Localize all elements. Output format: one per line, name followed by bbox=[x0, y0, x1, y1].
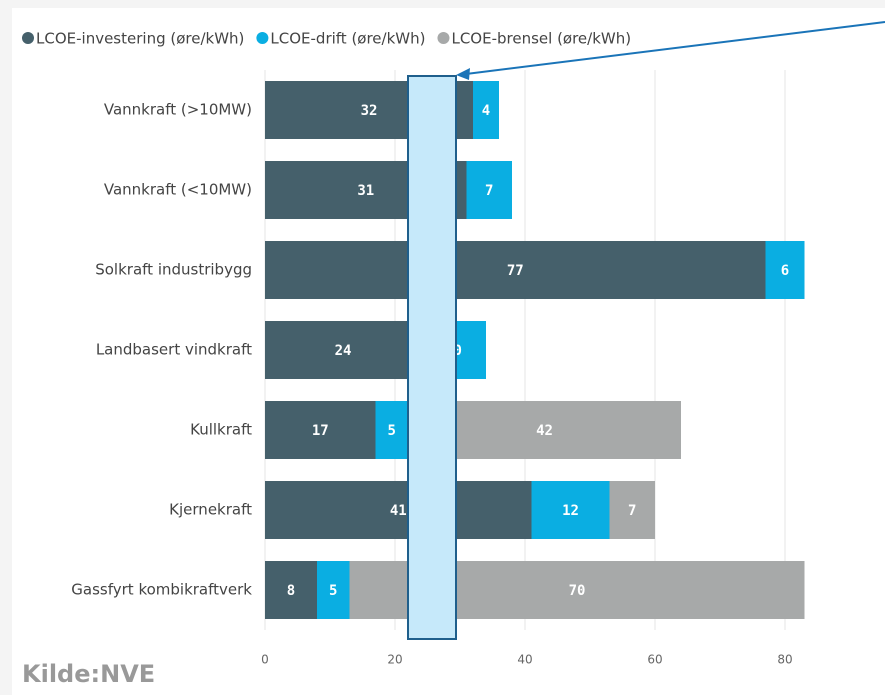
overlay bbox=[407, 21, 885, 640]
value-label: 7 bbox=[628, 503, 636, 519]
value-label: 70 bbox=[569, 583, 586, 599]
bar-segment bbox=[765, 241, 805, 299]
bar-segment bbox=[473, 81, 499, 139]
bar-segment bbox=[317, 561, 350, 619]
legend-swatch bbox=[256, 32, 269, 44]
x-tick-label: 0 bbox=[261, 653, 269, 667]
value-label: 8 bbox=[287, 583, 295, 599]
value-label: 6 bbox=[781, 263, 789, 279]
legend-label: LCOE-brensel (øre/kWh) bbox=[451, 30, 631, 48]
bar-segment bbox=[265, 481, 532, 539]
x-tick-label: 60 bbox=[647, 653, 662, 667]
legend-label: LCOE-investering (øre/kWh) bbox=[36, 30, 244, 48]
bar-segment bbox=[609, 481, 655, 539]
value-label: 5 bbox=[388, 423, 396, 439]
legend-label: LCOE-drift (øre/kWh) bbox=[270, 30, 425, 48]
bar-segment bbox=[265, 401, 376, 459]
value-label: 7 bbox=[485, 183, 493, 199]
arrow-head bbox=[456, 68, 470, 80]
bar-segment bbox=[265, 321, 421, 379]
source: Kilde:NVE bbox=[22, 660, 155, 688]
value-label: 77 bbox=[507, 263, 524, 279]
bar-segment bbox=[265, 241, 766, 299]
plot: 0 20 40 60 80 LCOE-investering (øre/kWh) LCOE-… bbox=[22, 30, 805, 667]
value-label: 12 bbox=[562, 503, 579, 519]
value-label: 24 bbox=[335, 343, 352, 359]
value-label: 17 bbox=[312, 423, 329, 439]
x-tick-label: 80 bbox=[777, 653, 792, 667]
value-label: 31 bbox=[357, 183, 374, 199]
category-label: Landbasert vindkraft bbox=[96, 341, 252, 359]
category-label: Vannkraft (<10MW) bbox=[104, 181, 252, 199]
value-label: 4 bbox=[482, 103, 490, 119]
category-label: Kullkraft bbox=[190, 421, 252, 439]
bar-segment bbox=[466, 161, 512, 219]
category-label: Kjernekraft bbox=[169, 501, 252, 519]
arrow-line bbox=[465, 21, 885, 75]
bar-segment bbox=[265, 561, 317, 619]
category-label: Gassfyrt kombikraftverk bbox=[71, 581, 252, 599]
category-label: Vannkraft (>10MW) bbox=[104, 101, 252, 119]
legend-swatch bbox=[437, 32, 450, 44]
value-label: 42 bbox=[536, 423, 553, 439]
x-tick-label: 20 bbox=[387, 653, 402, 667]
legend-swatch bbox=[22, 32, 34, 44]
bar-segment bbox=[531, 481, 610, 539]
value-label: 41 bbox=[390, 503, 407, 519]
value-label: 5 bbox=[329, 583, 337, 599]
category-label: Solkraft industribygg bbox=[95, 261, 252, 279]
x-tick-label: 40 bbox=[517, 653, 532, 667]
value-label: 32 bbox=[361, 103, 378, 119]
highlight-box bbox=[407, 75, 457, 640]
bar-segment bbox=[375, 401, 408, 459]
